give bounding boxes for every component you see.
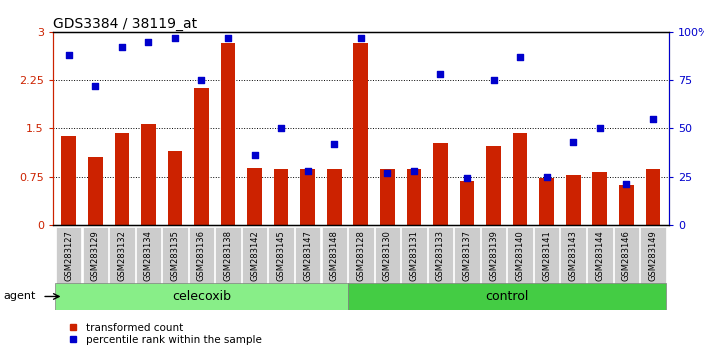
Bar [189,227,214,285]
Bar [539,178,554,225]
Bar [508,227,533,285]
Bar [375,227,400,285]
Point [541,174,553,179]
Text: GSM283140: GSM283140 [515,230,524,281]
Text: GSM283135: GSM283135 [170,230,180,281]
Text: GSM283134: GSM283134 [144,230,153,281]
Text: GSM283136: GSM283136 [197,230,206,281]
Text: GSM283127: GSM283127 [64,230,73,281]
Text: GSM283133: GSM283133 [436,230,445,281]
Bar [486,146,501,225]
Text: GSM283129: GSM283129 [91,230,100,281]
Bar [460,181,474,225]
Bar [619,185,634,225]
Text: GSM283137: GSM283137 [463,230,472,281]
Text: GSM283142: GSM283142 [250,230,259,281]
Bar [353,44,368,225]
Bar [348,227,374,285]
Bar [513,133,527,225]
Bar [268,227,294,285]
Point [249,153,260,158]
Text: GSM283145: GSM283145 [277,230,286,281]
Bar [109,227,134,285]
Bar [322,227,347,285]
Bar [587,227,612,285]
Bar [82,227,108,285]
Bar [454,227,479,285]
Bar [88,157,103,225]
Bar [407,169,421,225]
Text: GSM283148: GSM283148 [329,230,339,281]
Bar [401,227,427,285]
Bar [136,227,161,285]
Point [116,45,127,50]
Point [169,35,180,40]
Bar [56,283,348,310]
Point [647,116,658,121]
Bar [215,227,241,285]
Bar [593,172,607,225]
Point [382,170,393,176]
Bar [380,169,395,225]
Legend: transformed count, percentile rank within the sample: transformed count, percentile rank withi… [58,318,266,349]
Point [408,168,420,173]
Point [275,126,287,131]
Bar [614,227,639,285]
Bar [428,227,453,285]
Bar [168,151,182,225]
Text: celecoxib: celecoxib [172,290,231,303]
Bar [221,44,235,225]
Text: GSM283146: GSM283146 [622,230,631,281]
Point [488,77,499,83]
Bar [646,169,660,225]
Bar [242,227,268,285]
Bar [301,169,315,225]
Point [567,139,579,145]
Text: GSM283144: GSM283144 [596,230,604,281]
Text: GSM283128: GSM283128 [356,230,365,281]
Bar [162,227,188,285]
Point [196,77,207,83]
Point [461,176,472,181]
Text: GSM283138: GSM283138 [224,230,232,281]
Bar [141,124,156,225]
Bar [348,283,666,310]
Bar [247,168,262,225]
Point [222,35,234,40]
Point [515,54,526,60]
Text: GSM283139: GSM283139 [489,230,498,281]
Text: GSM283131: GSM283131 [410,230,418,281]
Text: GSM283130: GSM283130 [383,230,392,281]
Text: GSM283132: GSM283132 [118,230,126,281]
Bar [61,136,76,225]
Bar [640,227,665,285]
Bar [481,227,506,285]
Text: GSM283143: GSM283143 [569,230,578,281]
Bar [115,133,129,225]
Point [89,83,101,89]
Bar [433,143,448,225]
Point [329,141,340,147]
Text: control: control [485,290,529,303]
Point [594,126,605,131]
Point [621,182,632,187]
Text: GSM283147: GSM283147 [303,230,312,281]
Point [435,72,446,77]
Bar [560,227,586,285]
Bar [566,175,581,225]
Bar [274,169,289,225]
Bar [56,227,82,285]
Bar [534,227,560,285]
Text: agent: agent [4,291,36,301]
Point [63,52,75,58]
Text: GDS3384 / 38119_at: GDS3384 / 38119_at [53,17,197,31]
Bar [295,227,320,285]
Text: GSM283141: GSM283141 [542,230,551,281]
Point [143,39,154,44]
Point [355,35,366,40]
Bar [194,88,209,225]
Text: GSM283149: GSM283149 [648,230,658,281]
Point [302,168,313,173]
Bar [327,169,341,225]
